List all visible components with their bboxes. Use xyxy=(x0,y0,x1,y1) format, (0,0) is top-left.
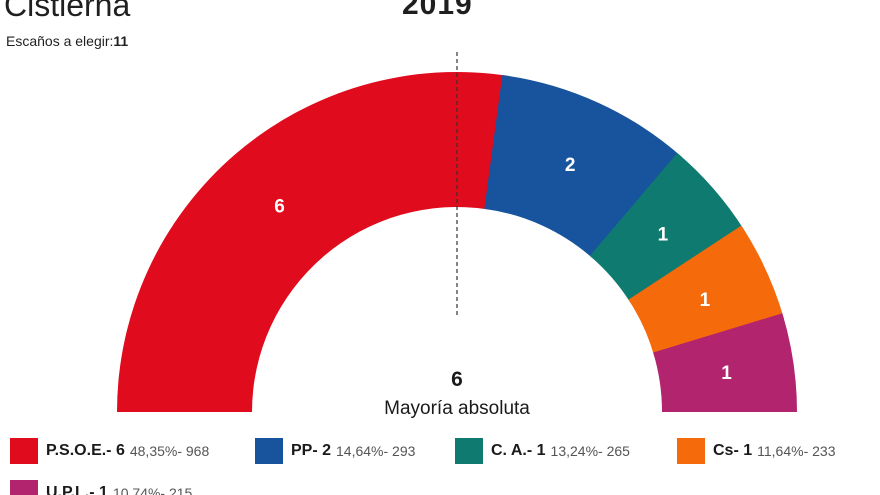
legend-item-upl: U.P.L.- 1 10,74%- 215 xyxy=(10,480,192,495)
sector-value-label: 1 xyxy=(658,225,669,246)
legend: P.S.O.E.- 6 48,35%- 968 PP- 2 14,64%- 29… xyxy=(10,438,880,495)
chart-title: Cistierna xyxy=(4,0,131,23)
seats-to-elect-value: 11 xyxy=(113,33,129,49)
sector-ca xyxy=(589,153,745,303)
legend-party-label: PP- 2 xyxy=(291,442,332,459)
chart-value-labels: 6 2 1 1 1 xyxy=(274,155,732,384)
legend-party-stats: 11,64%- 233 xyxy=(757,443,836,459)
chart-sectors xyxy=(117,71,797,412)
sector-value-label: 1 xyxy=(700,290,711,311)
legend-item-pp: PP- 2 14,64%- 293 xyxy=(255,438,415,464)
legend-swatch xyxy=(455,438,483,464)
legend-party-stats: 10,74%- 215 xyxy=(112,485,193,495)
legend-party-label: U.P.L.- 1 xyxy=(46,484,108,495)
seats-to-elect: Escaños a elegir:11 xyxy=(6,33,128,49)
sector-value-label: 2 xyxy=(565,155,576,176)
legend-item-psoe: P.S.O.E.- 6 48,35%- 968 xyxy=(10,438,209,464)
legend-item-cs: Cs- 1 11,64%- 233 xyxy=(677,438,835,464)
legend-item-ca: C. A.- 1 13,24%- 265 xyxy=(455,438,630,464)
sector-value-label: 6 xyxy=(274,196,285,217)
legend-swatch xyxy=(10,480,38,495)
legend-party-label: Cs- 1 xyxy=(713,442,753,459)
legend-swatch xyxy=(255,438,283,464)
legend-party-label: P.S.O.E.- 6 xyxy=(46,442,125,459)
legend-party-label: C. A.- 1 xyxy=(491,442,546,459)
sector-upl xyxy=(653,313,797,412)
majority-value: 6 xyxy=(451,368,463,391)
chart-year: 2019 xyxy=(402,0,473,21)
sector-cs xyxy=(628,225,785,357)
majority-label: Mayoría absoluta xyxy=(384,398,530,419)
legend-swatch xyxy=(677,438,705,464)
legend-party-stats: 14,64%- 293 xyxy=(336,443,416,459)
sector-value-label: 1 xyxy=(721,363,732,384)
legend-party-stats: 13,24%- 265 xyxy=(550,443,630,459)
sector-psoe xyxy=(117,71,509,412)
legend-swatch xyxy=(10,438,38,464)
seats-to-elect-label: Escaños a elegir: xyxy=(6,33,114,49)
legend-party-stats: 48,35%- 968 xyxy=(129,443,210,459)
